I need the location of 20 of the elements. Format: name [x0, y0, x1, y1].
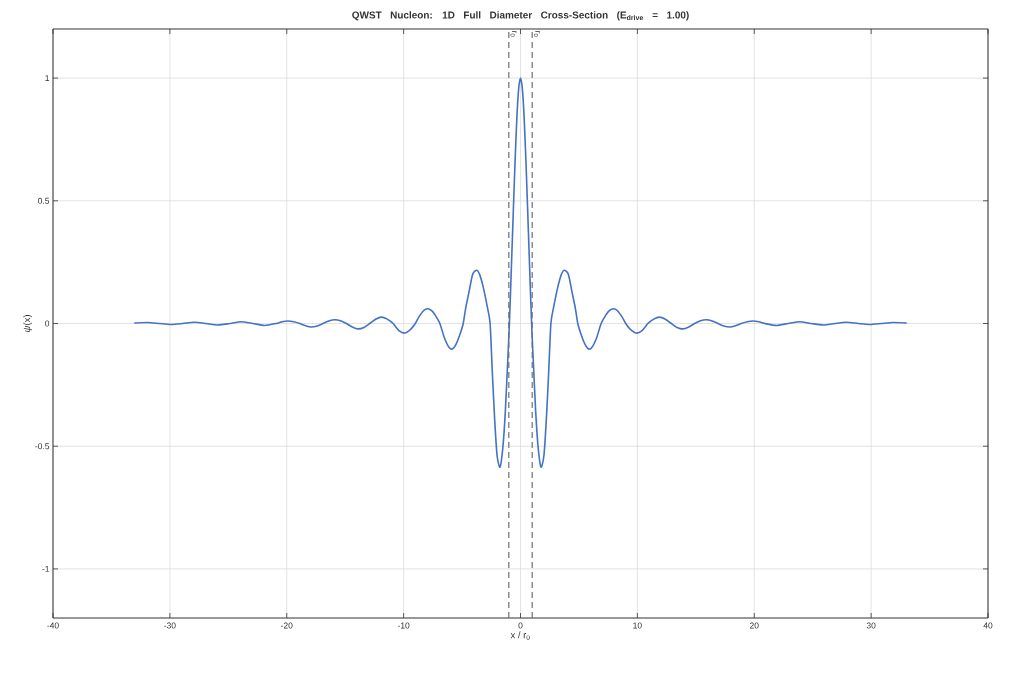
x-tick-label: -40 — [47, 622, 59, 629]
ref-line-label: r$_{0}$ — [510, 31, 517, 37]
x-tick-label: -10 — [397, 622, 410, 629]
y-tick-label: -0.5 — [35, 443, 50, 450]
x-tick-label: 20 — [749, 622, 759, 629]
y-tick-label: 0.5 — [38, 197, 50, 204]
x-tick-label: 10 — [633, 622, 642, 629]
x-tick-label: 30 — [866, 622, 876, 629]
x-tick-label: -30 — [164, 622, 176, 629]
y-tick-label: 0 — [45, 320, 50, 327]
x-axis-title: x / r$_{0}$ — [510, 631, 530, 640]
x-tick-label: -20 — [281, 622, 293, 629]
chart-title: QWST Nucleon: 1D Full Diameter Cross-Section (E$_{drive}$ = 1.00) — [352, 11, 689, 21]
ref-line-label: r$_{0}$ — [533, 31, 540, 37]
x-tick-label: 40 — [983, 622, 993, 629]
y-tick-label: -1 — [42, 566, 50, 572]
line-series — [134, 77, 907, 468]
y-tick-label: 1 — [45, 75, 50, 81]
x-tick-label: 0 — [518, 622, 523, 629]
y-axis-title: ψ(x) — [23, 315, 33, 332]
